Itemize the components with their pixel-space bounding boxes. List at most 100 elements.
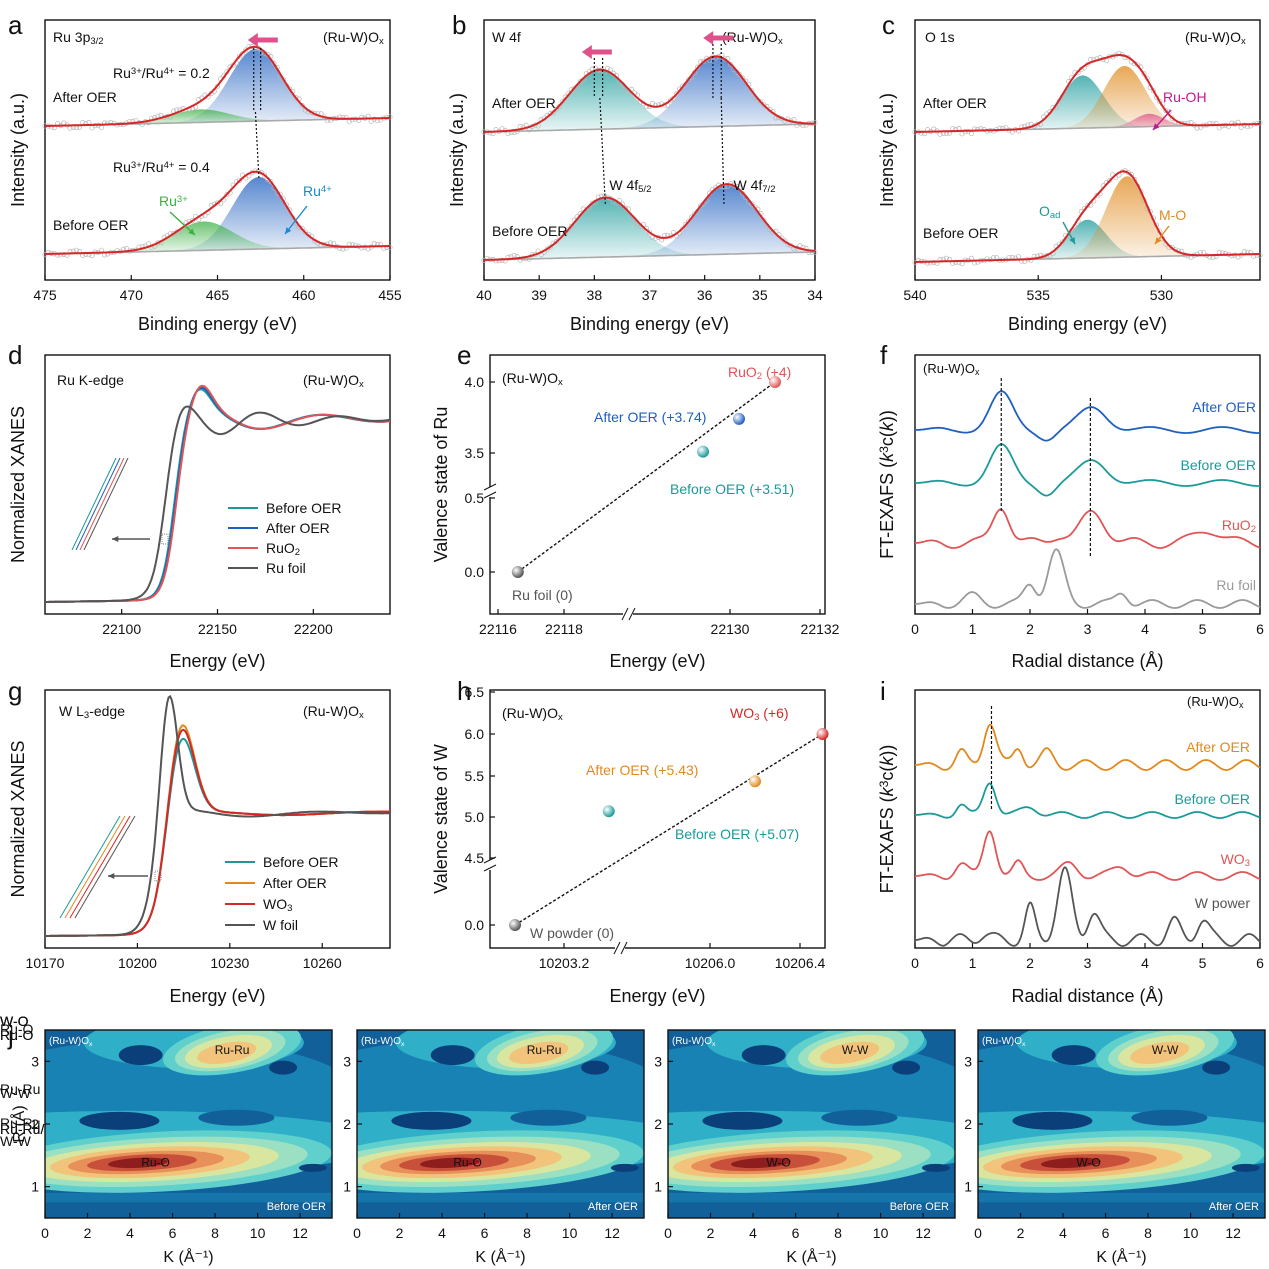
ruoh-arrow-head [1153,123,1160,130]
raw-point [293,95,299,101]
bond-label: Ru-Ru/W [0,1121,58,1137]
exafs-line [915,782,1261,819]
mo-arrow-head [1155,237,1162,244]
x-tick-label: 10260 [303,955,342,971]
inset-line [75,457,121,551]
bond-label: W-O [1076,1156,1100,1170]
y-axis-label: Normalized XANES [8,406,28,563]
bond-arrow [0,1010,848,1026]
valence-point [509,919,521,931]
x-tick-label: 6 [1256,621,1264,637]
raw-point [737,72,743,78]
raw-point [299,103,305,109]
x-tick-label: 22200 [294,621,333,637]
y-tick-label: 6.0 [465,726,485,742]
x-tick-label: 6 [481,1225,489,1241]
y-tick-label: 2 [964,1116,972,1132]
exafs-line [915,830,1261,881]
x-tick-label: 5 [1199,621,1207,637]
raw-point [371,241,377,247]
x-tick-label: 22150 [198,621,237,637]
bond-label: Ru-O [0,1027,34,1043]
raw-point [1106,178,1113,184]
x-tick-label: 6 [792,1225,800,1241]
x-tick-label: 6 [1102,1225,1110,1241]
y-tick-label: 5.0 [465,809,485,825]
raw-point [1216,125,1222,131]
component-peak-orange [915,176,1260,262]
sample-label: (Ru-W)Ox [982,1036,1026,1048]
raw-point [749,88,755,94]
fit-envelope [45,170,390,255]
raw-point [1210,121,1216,127]
x-tick-label: 0 [664,1225,672,1241]
oad-arrow-head [1069,237,1075,244]
shift-arrow-head [703,31,714,45]
bond-label: Ru-Ru [0,1081,40,1097]
fit-envelope [915,54,1260,133]
raw-point [236,177,243,183]
component-peak-teal [484,69,815,132]
raw-point [1131,176,1138,182]
raw-point [268,179,274,185]
sample-label: (Ru-W)Ox [303,703,364,721]
raw-point [1222,251,1229,257]
x-axis-label: Binding energy (eV) [570,314,729,334]
exafs-line [915,390,1260,442]
raw-point [98,125,105,131]
x-tick-label: 34 [807,287,823,303]
raw-point [1059,239,1065,245]
x-tick-label: 530 [1150,287,1174,303]
y-tick-label: 2 [31,1116,39,1132]
sample-label: (Ru-W)Ox [722,29,783,47]
x-tick-label: 2 [1017,1225,1025,1241]
raw-point [368,118,374,124]
y-tick-label: 0.0 [465,917,485,933]
series-label: After OER [53,89,117,105]
raw-point [646,229,653,235]
component-peak-blue [45,177,390,254]
raw-point [1194,125,1200,131]
raw-point [562,230,568,236]
raw-point [352,243,359,249]
x-axis-label: K (Å⁻¹) [475,1247,525,1266]
exafs-line [915,508,1261,549]
x-tick-label: 8 [523,1225,531,1241]
bond-label: Ru-Ru/W [0,1121,58,1137]
valence-point [733,412,745,425]
y-tick-label: 5.5 [465,768,485,784]
guide-line [254,111,260,179]
x-tick-label: 10 [250,1225,266,1241]
raw-point [568,223,574,229]
sample-label: (Ru-W)Ox [323,29,384,47]
raw-point [287,86,293,92]
shift-arrow [589,49,612,55]
series-label: After OER [1192,399,1256,415]
y-tick-label: 1 [964,1179,972,1195]
bond-label: Ru-O [0,1027,34,1043]
series-label: W power [1195,895,1251,911]
series-label: RuO2 [1222,517,1256,535]
xanes-line [45,728,390,937]
raw-point [189,218,195,224]
y-axis-label: Normalized XANES [8,740,28,897]
series-label: After OER [1186,739,1250,755]
x-tick-label: 22132 [801,621,840,637]
bond-label: Ru-Ru [0,1115,40,1131]
raw-point [1257,120,1263,126]
raw-point [622,205,628,211]
zoom-arrow-head [108,872,115,880]
y-tick-label: 0.0 [465,564,485,580]
x-tick-label: 10200 [118,955,157,971]
y-axis-label: Intensity (a.u.) [877,93,897,207]
inset-line [74,815,136,919]
point-label: WO3 (+6) [730,705,789,723]
zoom-box [154,870,162,882]
axis-break [483,483,497,491]
x-axis-label: Energy (eV) [169,651,265,671]
valence-point [511,566,524,578]
x-tick-label: 4 [438,1225,446,1241]
axis-break [620,941,628,955]
raw-point [224,192,230,198]
y-axis-label: Valence state of Ru [431,407,451,563]
